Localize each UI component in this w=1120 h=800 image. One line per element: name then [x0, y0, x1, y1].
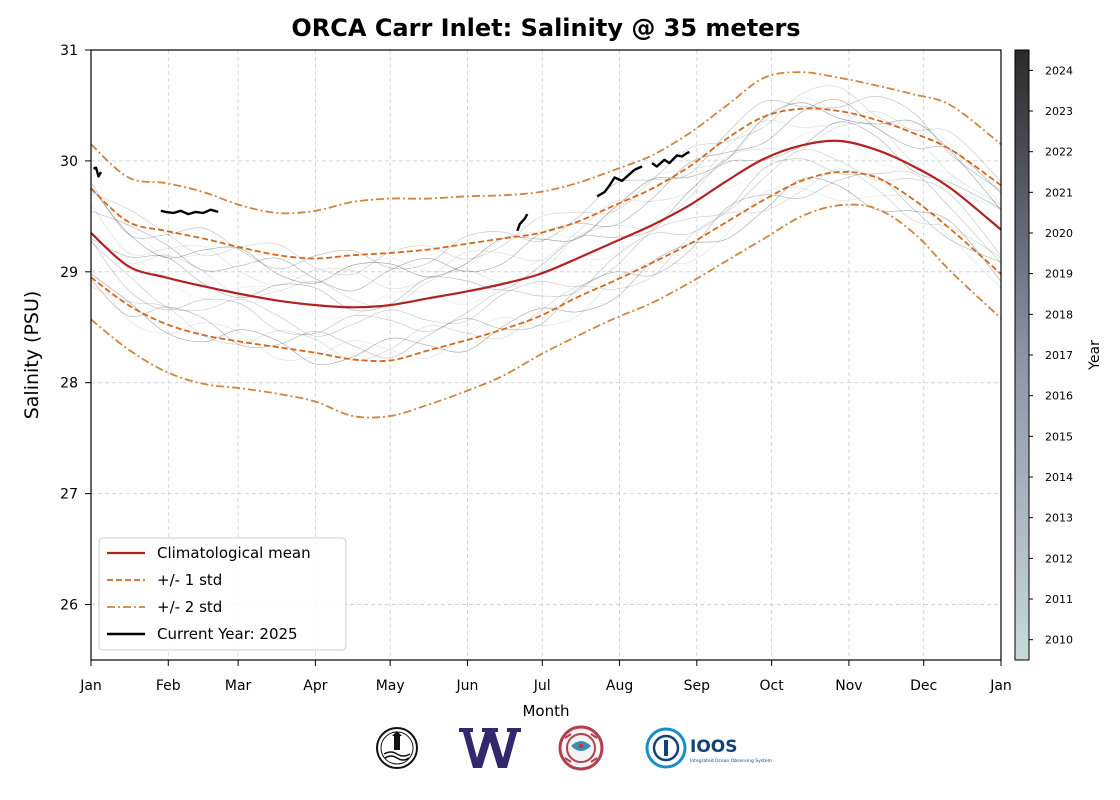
historical-year-line [90, 97, 1002, 284]
y-tick-label: 31 [60, 43, 78, 59]
x-tick-label: May [376, 678, 405, 694]
y-axis-ticks: 26 27 28 29 30 31 [60, 43, 91, 614]
colorbar-tick-label: 2024 [1045, 64, 1073, 77]
ioos-logo-icon: IOOS Integrated Ocean Observing System [645, 727, 772, 769]
colorbar-tick-label: 2017 [1045, 349, 1073, 362]
y-tick-label: 30 [60, 154, 78, 170]
current-year-segment [596, 165, 643, 198]
x-tick-label: Feb [156, 678, 181, 694]
historical-year-line [90, 102, 1002, 284]
colorbar-tick-label: 2013 [1045, 512, 1073, 525]
x-axis-ticks: Jan Feb Mar Apr May Jun Jul Aug Sep Oct Nov Dec Jan [79, 660, 1012, 694]
historical-year-line [90, 123, 1002, 309]
legend-label-mean: Climatological mean [157, 544, 311, 562]
historical-year-line [90, 121, 1002, 312]
current-year-segment [93, 166, 103, 178]
legend: Climatological mean +/- 1 std +/- 2 std … [98, 537, 347, 651]
plot-frame [90, 49, 1002, 661]
current-year-segment [516, 213, 529, 232]
colorbar-ticks: 2010 2011 2012 2013 2014 2015 2016 2017 2018 2019… [1029, 64, 1073, 647]
series-line-std2-lower [90, 203, 1002, 419]
colorbar-tick-label: 2019 [1045, 268, 1073, 281]
climatology-series [90, 71, 1002, 419]
y-tick-label: 26 [60, 598, 78, 614]
colorbar-tick-label: 2014 [1045, 471, 1073, 484]
y-tick-label: 28 [60, 376, 78, 392]
current-year-segment [651, 150, 690, 168]
series-line-std1-upper [90, 107, 1002, 260]
colorbar-tick-label: 2011 [1045, 593, 1073, 606]
historical-year-line [90, 149, 1002, 337]
native-art-seal-icon [558, 725, 604, 771]
historical-years-lines [90, 85, 1002, 365]
historical-year-line [90, 177, 1002, 365]
legend-label-std2: +/- 2 std [157, 598, 222, 616]
series-line-std2-upper [90, 71, 1002, 215]
colorbar-tick-label: 2018 [1045, 308, 1073, 321]
historical-year-line [90, 186, 1002, 361]
legend-label-current: Current Year: 2025 [157, 625, 298, 643]
x-axis-label: Month [522, 702, 569, 720]
y-tick-label: 29 [60, 265, 78, 281]
chart-title: ORCA Carr Inlet: Salinity @ 35 meters [291, 14, 800, 42]
ioos-logo-text: IOOS [690, 737, 737, 757]
y-axis-label: Salinity (PSU) [21, 291, 43, 420]
y-tick-label: 27 [60, 487, 78, 503]
colorbar-tick-label: 2021 [1045, 186, 1073, 199]
legend-label-std1: +/- 1 std [157, 571, 222, 589]
x-tick-label: Dec [910, 678, 937, 694]
colorbar-tick-label: 2016 [1045, 390, 1073, 403]
colorbar-tick-label: 2012 [1045, 552, 1073, 565]
historical-year-line [90, 95, 1002, 270]
colorbar-tick-label: 2015 [1045, 430, 1073, 443]
x-tick-label: Sep [684, 678, 711, 694]
series-line-std1-lower [90, 170, 1002, 363]
historical-year-line [90, 173, 1002, 359]
x-tick-label: Jul [533, 678, 551, 694]
historical-year-line [90, 130, 1002, 319]
ioos-logo-subtext: Integrated Ocean Observing System [690, 758, 772, 764]
colorbar-tick-label: 2020 [1045, 227, 1073, 240]
grid [91, 50, 1001, 660]
x-tick-label: Oct [760, 678, 785, 694]
x-tick-label: Jan [989, 678, 1012, 694]
historical-year-line [90, 99, 1002, 292]
current-year-segment [160, 208, 219, 216]
lighthouse-seal-icon [376, 727, 418, 769]
x-tick-label: Nov [835, 678, 862, 694]
historical-year-line [90, 111, 1002, 289]
colorbar-tick-label: 2023 [1045, 105, 1073, 118]
historical-year-line [90, 168, 1002, 362]
colorbar-label: Year [1087, 340, 1103, 371]
x-tick-label: Jan [79, 678, 102, 694]
colorbar-tick-label: 2022 [1045, 146, 1073, 159]
uw-w-logo-icon [459, 728, 521, 768]
series-line-mean [90, 139, 1002, 309]
x-tick-label: Jun [456, 678, 479, 694]
colorbar-tick-label: 2010 [1045, 634, 1073, 647]
historical-year-line [90, 158, 1002, 336]
x-tick-label: Mar [225, 678, 252, 694]
x-tick-label: Aug [606, 678, 633, 694]
legend-box [98, 537, 347, 651]
current-year-series [93, 150, 690, 232]
x-tick-label: Apr [303, 678, 327, 694]
colorbar [1014, 49, 1030, 661]
